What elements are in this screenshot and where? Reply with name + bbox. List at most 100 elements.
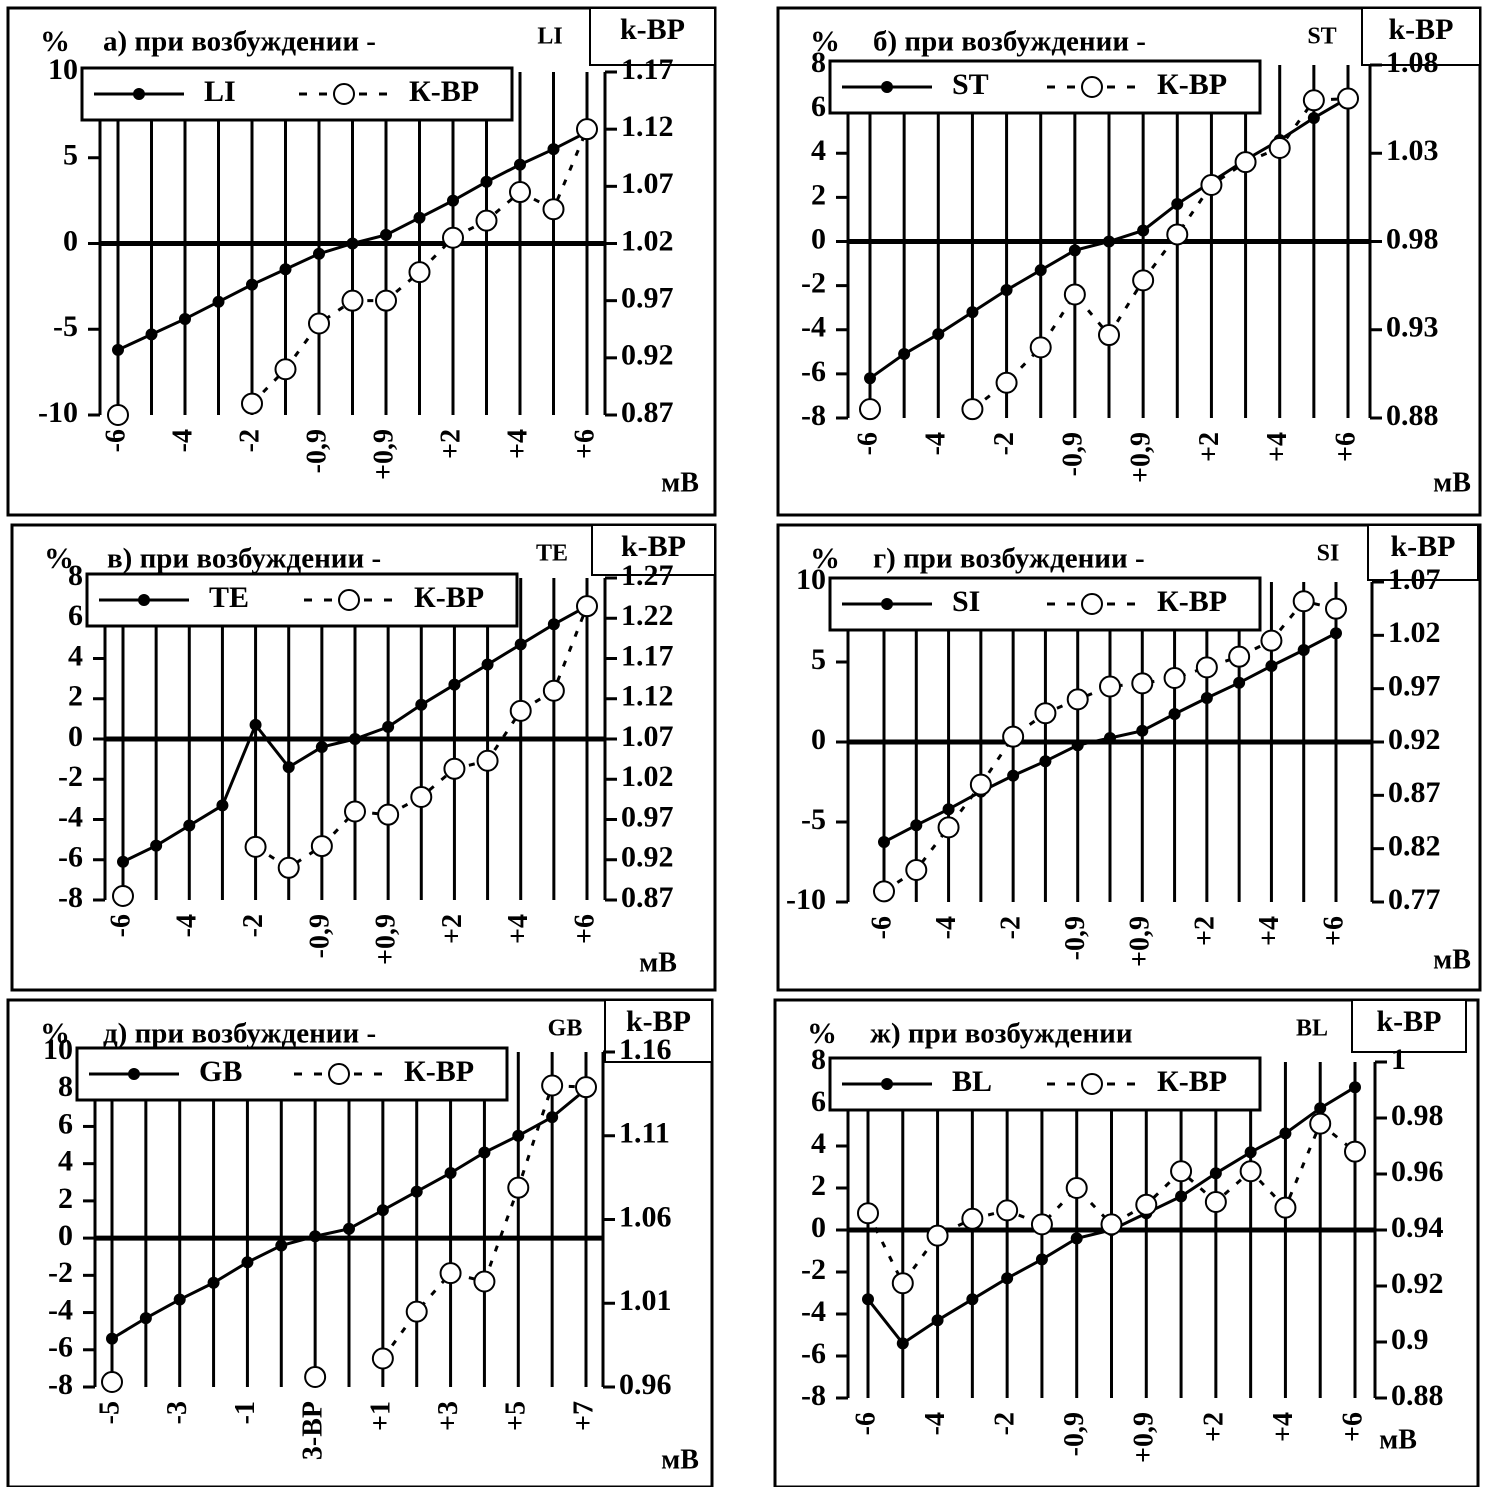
data-point — [282, 761, 295, 774]
y-tick-label: 6 — [58, 1107, 73, 1140]
axis-label-box — [1367, 524, 1479, 581]
y-tick-label: 4 — [811, 1127, 826, 1160]
data-point — [542, 679, 565, 702]
x-tick-label: +2 — [435, 429, 466, 459]
y-tick-label: 8 — [68, 559, 83, 592]
panel-title: а) при возбуждении - — [103, 26, 376, 58]
legend-marker — [128, 1068, 140, 1080]
legend-label: SI — [952, 585, 980, 618]
y2-axis-label: k-BP — [626, 1005, 691, 1038]
y-tick-label: 2 — [811, 178, 826, 211]
data-point — [1302, 89, 1325, 112]
data-point — [139, 1312, 152, 1325]
x-tick-label: +2 — [1198, 1412, 1229, 1442]
y-tick-label: 4 — [58, 1145, 73, 1178]
data-point — [1330, 627, 1342, 640]
y2-axis-label: k-BP — [1376, 1005, 1441, 1038]
data-point — [1002, 725, 1025, 748]
x-tick-label: -2 — [990, 1412, 1021, 1435]
y2-tick-label: 1.17 — [621, 639, 674, 672]
data-point — [1228, 645, 1251, 668]
data-point — [341, 289, 364, 312]
x-tick-label: +0,9 — [1125, 916, 1156, 967]
y-tick-label: 0 — [811, 723, 826, 756]
data-point — [481, 658, 494, 671]
x-tick-label: +4 — [502, 429, 533, 459]
data-point — [1200, 692, 1213, 704]
panel-frame — [10, 523, 717, 992]
y2-tick-label: 0.77 — [1388, 883, 1441, 916]
legend-label: К-ВР — [404, 1055, 474, 1088]
legend-marker — [1081, 76, 1103, 98]
data-point — [542, 198, 565, 221]
data-point — [1265, 660, 1278, 672]
legend: BL К-ВР — [828, 1056, 1262, 1112]
x-tick-label: -4 — [920, 1412, 951, 1435]
y-tick-label: 0 — [811, 222, 826, 255]
x-tick-label: +4 — [1254, 916, 1285, 946]
data-point — [1166, 223, 1189, 246]
data-point — [1307, 111, 1320, 124]
y-tick-label: 2 — [811, 1169, 826, 1202]
y-axis-label: % — [810, 542, 840, 575]
legend: TE К-ВР — [85, 572, 519, 628]
legend-label: ST — [952, 68, 989, 101]
data-point — [444, 1166, 457, 1179]
y-tick-label: 4 — [811, 134, 826, 167]
x-tick-label: +0,9 — [1126, 432, 1157, 483]
x-tick-label: +0,9 — [1129, 1412, 1160, 1463]
data-point — [344, 800, 366, 823]
data-point — [1268, 136, 1291, 159]
data-point — [857, 1202, 879, 1225]
y2-tick-label: 0.92 — [1391, 1267, 1444, 1300]
y-tick-label: 5 — [811, 643, 826, 676]
data-point — [349, 733, 361, 745]
panel-title: б) при возбуждении - — [873, 26, 1146, 58]
data-point — [961, 1207, 984, 1230]
data-point — [112, 884, 134, 907]
legend-marker — [1081, 593, 1103, 615]
y-tick-label: -4 — [58, 800, 83, 833]
data-point — [1066, 688, 1089, 711]
y2-tick-label: 1.07 — [621, 167, 674, 200]
data-point — [926, 1224, 949, 1247]
data-point — [862, 1293, 874, 1306]
y2-tick-label: 0.87 — [621, 396, 674, 429]
data-point — [898, 348, 911, 361]
legend-marker — [881, 81, 893, 93]
data-point — [442, 226, 464, 249]
data-point — [1035, 1253, 1048, 1266]
data-point — [1000, 284, 1013, 297]
panel-frame — [776, 6, 1482, 517]
data-point — [905, 859, 928, 881]
panel-frame — [6, 6, 717, 517]
y2-tick-label: 0.97 — [621, 800, 674, 833]
data-point — [931, 1314, 944, 1327]
x-axis-label: мВ — [1379, 1424, 1417, 1455]
data-point — [873, 880, 895, 903]
data-point — [1098, 324, 1120, 347]
legend-label: BL — [952, 1065, 992, 1098]
y-axis-label: % — [810, 25, 840, 58]
y-tick-label: -4 — [801, 311, 826, 344]
data-point — [274, 358, 297, 381]
data-point — [382, 720, 395, 733]
legend: SI К-ВР — [828, 576, 1262, 632]
legend-marker — [133, 88, 145, 100]
data-point — [1071, 739, 1084, 752]
data-point — [377, 803, 400, 826]
y-tick-label: 0 — [68, 720, 83, 753]
data-point — [1100, 1213, 1123, 1236]
data-point — [1135, 1193, 1158, 1216]
y-tick-label: 5 — [63, 139, 78, 172]
panel-frame — [776, 523, 1482, 992]
data-point — [1274, 1196, 1297, 1219]
y-tick-label: 6 — [811, 1085, 826, 1118]
y2-tick-label: 0.98 — [1391, 1099, 1444, 1132]
legend-label: GB — [199, 1055, 242, 1088]
data-point — [279, 263, 292, 276]
panel-frame — [773, 998, 1480, 1487]
x-axis-label: мВ — [661, 1444, 699, 1475]
y2-tick-label: 1.22 — [621, 599, 674, 632]
